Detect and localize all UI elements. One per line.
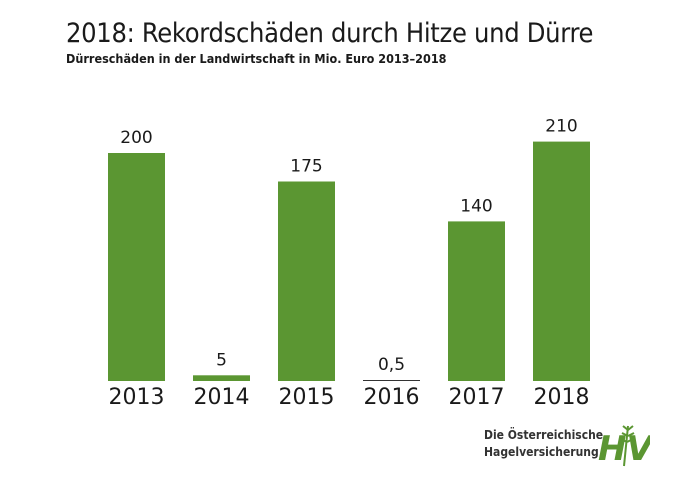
x-tick-label-2018: 2018 [534,385,590,410]
x-tick-label-2015: 2015 [279,385,335,410]
logo-line2: Hagelversicherung [484,445,599,459]
value-label-2016: 0,5 [378,355,405,375]
bar-2018 [533,141,590,381]
value-label-2014: 5 [216,350,227,370]
wheat-hv-logo-icon: HV [598,425,650,469]
bar-2013 [108,153,165,381]
bar-2017 [448,221,505,381]
x-tick-label-2013: 2013 [109,385,165,410]
bar-2014 [193,375,250,381]
bar-2015 [278,181,335,381]
value-label-2013: 200 [120,128,152,148]
chart-subtitle: Dürreschäden in der Landwirtschaft in Mi… [66,51,447,66]
x-tick-label-2014: 2014 [194,385,250,410]
value-label-2017: 140 [460,196,492,216]
hagelversicherung-logo: Die Österreichische Hagelversicherung HV [480,418,650,473]
x-tick-label-2016: 2016 [364,385,420,410]
value-label-2018: 210 [545,117,577,137]
logo-line1: Die Österreichische [484,428,604,442]
x-tick-label-2017: 2017 [449,385,505,410]
value-label-2015: 175 [290,157,322,177]
chart-title: 2018: Rekordschäden durch Hitze und Dürr… [66,18,594,49]
